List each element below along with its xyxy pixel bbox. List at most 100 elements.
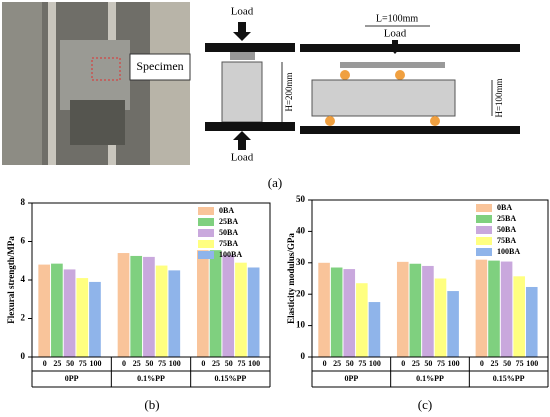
- bar-label: 25: [412, 359, 420, 368]
- bar-label: 75: [237, 359, 245, 368]
- panel-label: (b): [144, 397, 159, 412]
- y-tick-label: 30: [296, 257, 306, 267]
- legend-label: 25BA: [497, 214, 516, 223]
- y-tick-label: 4: [21, 274, 26, 284]
- y-tick-label: 0: [21, 351, 26, 361]
- bar: [396, 261, 409, 357]
- panel-label: (a): [268, 175, 282, 190]
- bar: [525, 286, 538, 357]
- bar: [247, 267, 260, 357]
- legend-swatch: [198, 229, 214, 237]
- legend-swatch: [476, 248, 492, 256]
- bar-label: 0: [122, 359, 126, 368]
- bar-label: 75: [516, 359, 524, 368]
- bar-label: 0: [480, 359, 484, 368]
- y-tick-label: 0: [301, 351, 306, 361]
- legend-swatch: [476, 215, 492, 223]
- legend-swatch: [198, 207, 214, 215]
- bar: [488, 260, 500, 357]
- bar-label: 50: [503, 359, 511, 368]
- bar: [209, 250, 222, 357]
- bar-label: 75: [79, 359, 87, 368]
- bar: [235, 262, 247, 357]
- y-tick-label: 50: [296, 194, 306, 204]
- bar-label: 75: [437, 359, 445, 368]
- load-label: Load: [231, 152, 254, 164]
- bar-label: 50: [424, 359, 432, 368]
- plot-frame: [311, 199, 549, 358]
- x-tick-label: 0PP: [344, 374, 358, 383]
- legend-swatch: [476, 237, 492, 245]
- bar-label: 100: [448, 359, 460, 368]
- bar: [447, 291, 459, 357]
- bar: [51, 263, 63, 357]
- x-tick-label: 0.15%PP: [493, 374, 525, 383]
- x-tick-label: 0PP: [65, 374, 79, 383]
- y-tick-label: 10: [296, 320, 306, 330]
- bar: [38, 264, 51, 357]
- legend-swatch: [476, 204, 492, 212]
- bar: [356, 283, 368, 357]
- x-tick-label: 0.1%PP: [137, 374, 165, 383]
- bar: [475, 259, 488, 357]
- x-tick-label: 0.15%PP: [214, 374, 246, 383]
- bar: [368, 302, 381, 357]
- bar-label: 50: [66, 359, 74, 368]
- legend-label: 0BA: [497, 203, 512, 212]
- y-tick-label: 6: [21, 236, 26, 246]
- legend-label: 50BA: [497, 225, 516, 234]
- bar-label: 0: [43, 359, 47, 368]
- bar-label: 25: [491, 359, 499, 368]
- height-label: H=100mm: [494, 78, 504, 117]
- legend-swatch: [198, 251, 214, 259]
- bar: [513, 276, 525, 357]
- bar-label: 100: [526, 359, 538, 368]
- bar: [330, 267, 343, 357]
- legend-swatch: [198, 240, 214, 248]
- bar: [222, 254, 235, 357]
- panel-label: (c): [418, 397, 432, 412]
- length-label: L=100mm: [376, 13, 419, 24]
- y-tick-label: 8: [21, 197, 26, 207]
- y-tick-label: 20: [296, 288, 306, 298]
- legend-swatch: [476, 226, 492, 234]
- bar: [76, 278, 89, 357]
- bar-label: 0: [401, 359, 405, 368]
- bar: [89, 281, 101, 357]
- bar-label: 100: [89, 359, 101, 368]
- bending-diagram: [300, 25, 520, 134]
- legend-label: 75BA: [497, 236, 516, 245]
- bar-label: 25: [333, 359, 341, 368]
- bar: [143, 256, 155, 357]
- bar: [434, 278, 447, 357]
- legend-label: 75BA: [219, 239, 238, 248]
- bar: [155, 265, 168, 357]
- bar-label: 100: [169, 359, 181, 368]
- bar-label: 25: [53, 359, 61, 368]
- bar-label: 75: [158, 359, 166, 368]
- load-label: Load: [231, 6, 254, 18]
- legend-label: 0BA: [219, 206, 234, 215]
- bar-label: 25: [133, 359, 141, 368]
- legend-swatch: [198, 218, 214, 226]
- bar-label: 50: [145, 359, 153, 368]
- x-tick-label: 0.1%PP: [416, 374, 444, 383]
- plot-frame: [31, 202, 271, 358]
- legend-label: 100BA: [497, 247, 520, 256]
- bar: [422, 265, 434, 357]
- bar: [63, 269, 76, 357]
- y-axis-label: Flexural strength/MPa: [6, 236, 16, 324]
- bar: [409, 263, 422, 357]
- height-label: H=200mm: [284, 72, 294, 111]
- bar: [117, 253, 130, 357]
- photo: [2, 2, 191, 165]
- load-label: Load: [384, 28, 407, 40]
- bar-label: 50: [346, 359, 354, 368]
- specimen-label: Specimen: [136, 59, 183, 73]
- bar: [130, 255, 143, 357]
- bar-label: 100: [369, 359, 381, 368]
- bar: [343, 269, 356, 357]
- legend-label: 50BA: [219, 228, 238, 237]
- y-tick-label: 40: [296, 225, 306, 235]
